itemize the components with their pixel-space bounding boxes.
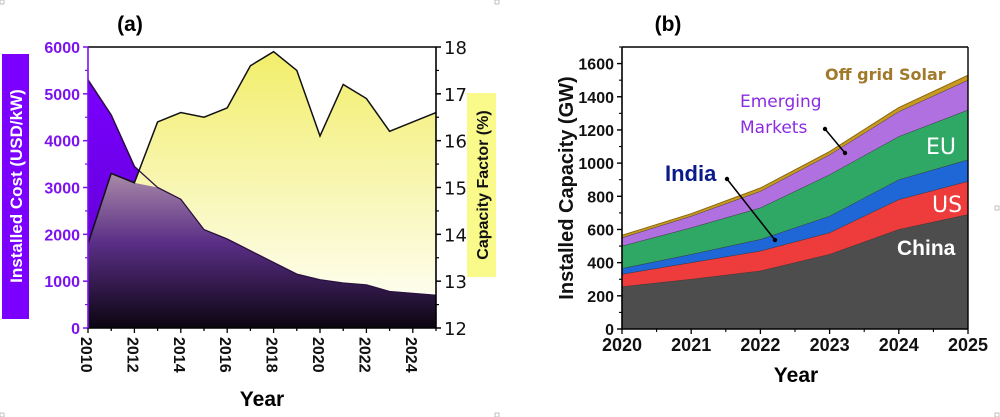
left-y-tick-label: 3000 xyxy=(44,181,80,198)
x-tick-label: 2021 xyxy=(671,335,711,355)
annotation-india-pointer xyxy=(726,178,776,241)
right-y-tick-label: 15 xyxy=(444,179,467,200)
annotation-emerging-target-dot xyxy=(842,150,848,156)
right-y-tick-label: 16 xyxy=(444,132,467,153)
annotation-india-pointer-dot xyxy=(724,176,730,182)
annotation-off-grid-solar: Off grid Solar xyxy=(825,65,946,84)
left-y-tick-label: 1000 xyxy=(44,274,80,291)
y-tick-label: 600 xyxy=(587,222,614,239)
corner-marker xyxy=(494,412,500,417)
x-tick-label: 2010 xyxy=(77,337,94,373)
right-ylabel: Capacity Factor (%) xyxy=(475,110,492,259)
annotation-eu: EU xyxy=(926,135,956,160)
right-ylabel-background xyxy=(467,93,496,277)
x-tick-label: 2020 xyxy=(309,337,326,373)
annotation-emerging-background xyxy=(738,90,822,140)
y-tick-label: 1200 xyxy=(578,123,614,140)
y-tick-label: 1600 xyxy=(578,57,614,74)
right-y-tick-label: 12 xyxy=(444,319,467,340)
x-tick-label: 2024 xyxy=(879,335,919,355)
corner-marker xyxy=(994,205,1000,211)
y-tick-label: 400 xyxy=(587,256,614,273)
y-tick-label: 200 xyxy=(587,289,614,306)
corner-marker xyxy=(0,0,5,5)
x-tick-label: 2014 xyxy=(170,337,187,373)
right-y-tick-label: 13 xyxy=(444,272,467,293)
overlap-area xyxy=(88,173,436,328)
x-tick-label: 2025 xyxy=(948,335,988,355)
x-tick-label: 2020 xyxy=(602,335,642,355)
panel-b: (b) 0 200 400 600 800 1000 1200 1400 1600 2020 202… xyxy=(556,13,988,387)
panel-b-xlabel: Year xyxy=(774,364,818,387)
panel-a-xlabel: Year xyxy=(240,388,284,411)
left-y-tick-label: 5000 xyxy=(44,87,80,104)
panel-b-annotations: Off grid Solar Emerging Markets EU India… xyxy=(665,65,962,260)
left-y-tick-label: 0 xyxy=(71,321,80,338)
right-y-tick-label: 17 xyxy=(444,85,467,106)
panel-b-plot-area xyxy=(622,74,968,329)
annotation-india-target-dot xyxy=(772,237,778,243)
y-tick-label: 0 xyxy=(605,322,614,339)
x-tick-label: 2022 xyxy=(740,335,780,355)
annotation-india: India xyxy=(665,161,717,186)
left-ylabel-background xyxy=(2,54,29,319)
x-tick-label: 2012 xyxy=(123,337,140,373)
corner-marker xyxy=(0,412,5,417)
x-tick-label: 2024 xyxy=(402,337,419,373)
panel-a-plot-area xyxy=(88,50,436,328)
annotation-us: US xyxy=(932,193,962,218)
panel-b-axes: 0 200 400 600 800 1000 1200 1400 1600 2020 2021 202… xyxy=(578,46,988,355)
annotation-china: China xyxy=(897,237,956,260)
y-tick-label: 1400 xyxy=(578,90,614,107)
x-tick-label: 2022 xyxy=(355,337,372,373)
capacity-factor-line xyxy=(88,50,436,244)
panel-a-axes: 0 1000 2000 3000 4000 5000 6000 12 13 14 15 16 17 18 2… xyxy=(44,38,467,373)
left-ylabel: Installed Cost (USD/kW) xyxy=(7,89,26,283)
y-tick-label: 800 xyxy=(587,189,614,206)
y-tick-label: 1000 xyxy=(578,156,614,173)
installed-cost-line xyxy=(88,79,436,296)
panel-b-label: (b) xyxy=(655,13,682,36)
panel-a-label: (a) xyxy=(117,13,143,36)
panel-a: (a) 0 1000 2000 3000 4000 5000 6000 12 13 14 15 16 1… xyxy=(2,13,496,411)
x-tick-label: 2018 xyxy=(263,337,280,373)
right-y-tick-label: 14 xyxy=(444,225,467,246)
right-y-tick-label: 18 xyxy=(444,38,467,59)
x-tick-label: 2023 xyxy=(810,335,850,355)
left-y-tick-label: 4000 xyxy=(44,134,80,151)
annotation-emerging-pointer-dot xyxy=(822,126,828,132)
annotation-emerging-line2: Markets xyxy=(740,118,807,138)
corner-marker xyxy=(994,412,1000,417)
x-tick-label: 2016 xyxy=(216,337,233,373)
left-y-tick-label: 6000 xyxy=(44,40,80,57)
panel-b-ylabel: Installed Capacity (GW) xyxy=(556,76,578,299)
stack-top-line xyxy=(622,74,968,236)
annotation-emerging-pointer xyxy=(824,128,846,154)
left-y-tick-label: 2000 xyxy=(44,227,80,244)
annotation-emerging-line1: Emerging xyxy=(740,92,822,112)
corner-marker xyxy=(494,0,500,5)
